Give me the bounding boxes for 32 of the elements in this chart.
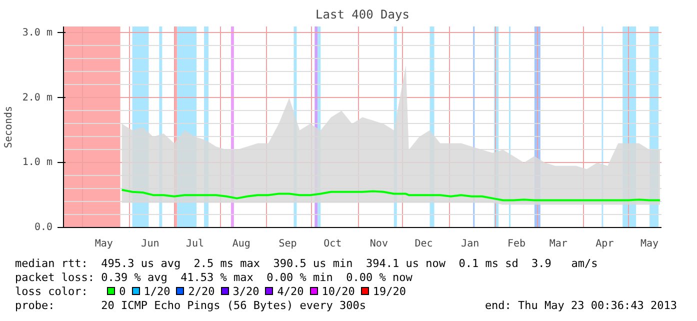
x-tick-label: Aug [232, 238, 250, 250]
x-tick-label: Apr [596, 238, 614, 250]
text: 2/20 [188, 285, 215, 298]
line-series [120, 188, 662, 202]
text: 0 [119, 285, 126, 298]
y-axis-title: Seconds [3, 106, 14, 148]
text: 10/20 [322, 285, 355, 298]
x-tick-label: Nov [370, 238, 388, 250]
x-tick-label: Jan [461, 238, 480, 250]
x-tick-label: Jul [186, 238, 204, 250]
text: end: Thu May 23 00:36:43 2013 [484, 299, 677, 313]
x-tick-label: May [94, 238, 113, 250]
x-tick-label: Mar [549, 238, 568, 250]
x-tick-label: Dec [414, 238, 433, 250]
x-tick-label: Oct [324, 238, 342, 250]
x-tick-label: May [640, 238, 659, 250]
y-tick-label: 1.0 m [22, 157, 53, 168]
x-tick-label: Feb [507, 238, 526, 250]
text: 1/20 [144, 285, 170, 298]
text: 3/20 [232, 285, 260, 298]
y-tick-label: 2.0 m [22, 92, 53, 104]
y-tick-label: 0.0 [34, 222, 52, 233]
text: median rtt: 495.3 us avg 2.5 ms max 390.5 us min 394.1 us now 0.1 ms sd 3.9 am/s [15, 257, 598, 270]
y-tick-label: 3.0 m [22, 27, 53, 38]
x-tick-label: Sep [278, 238, 297, 250]
x-tick-label: Jun [141, 238, 160, 250]
text: 4/20 [277, 285, 304, 298]
text: loss color: [15, 285, 88, 298]
chart-title: Last 400 Days [316, 8, 410, 22]
text: packet loss: 0.39 % avg 41.53 % max 0.00 % min 0.00 % now [15, 271, 412, 284]
text: probe: 20 ICMP Echo Pings (56 Bytes) every 300s [15, 299, 366, 312]
text: 19/20 [372, 285, 406, 298]
